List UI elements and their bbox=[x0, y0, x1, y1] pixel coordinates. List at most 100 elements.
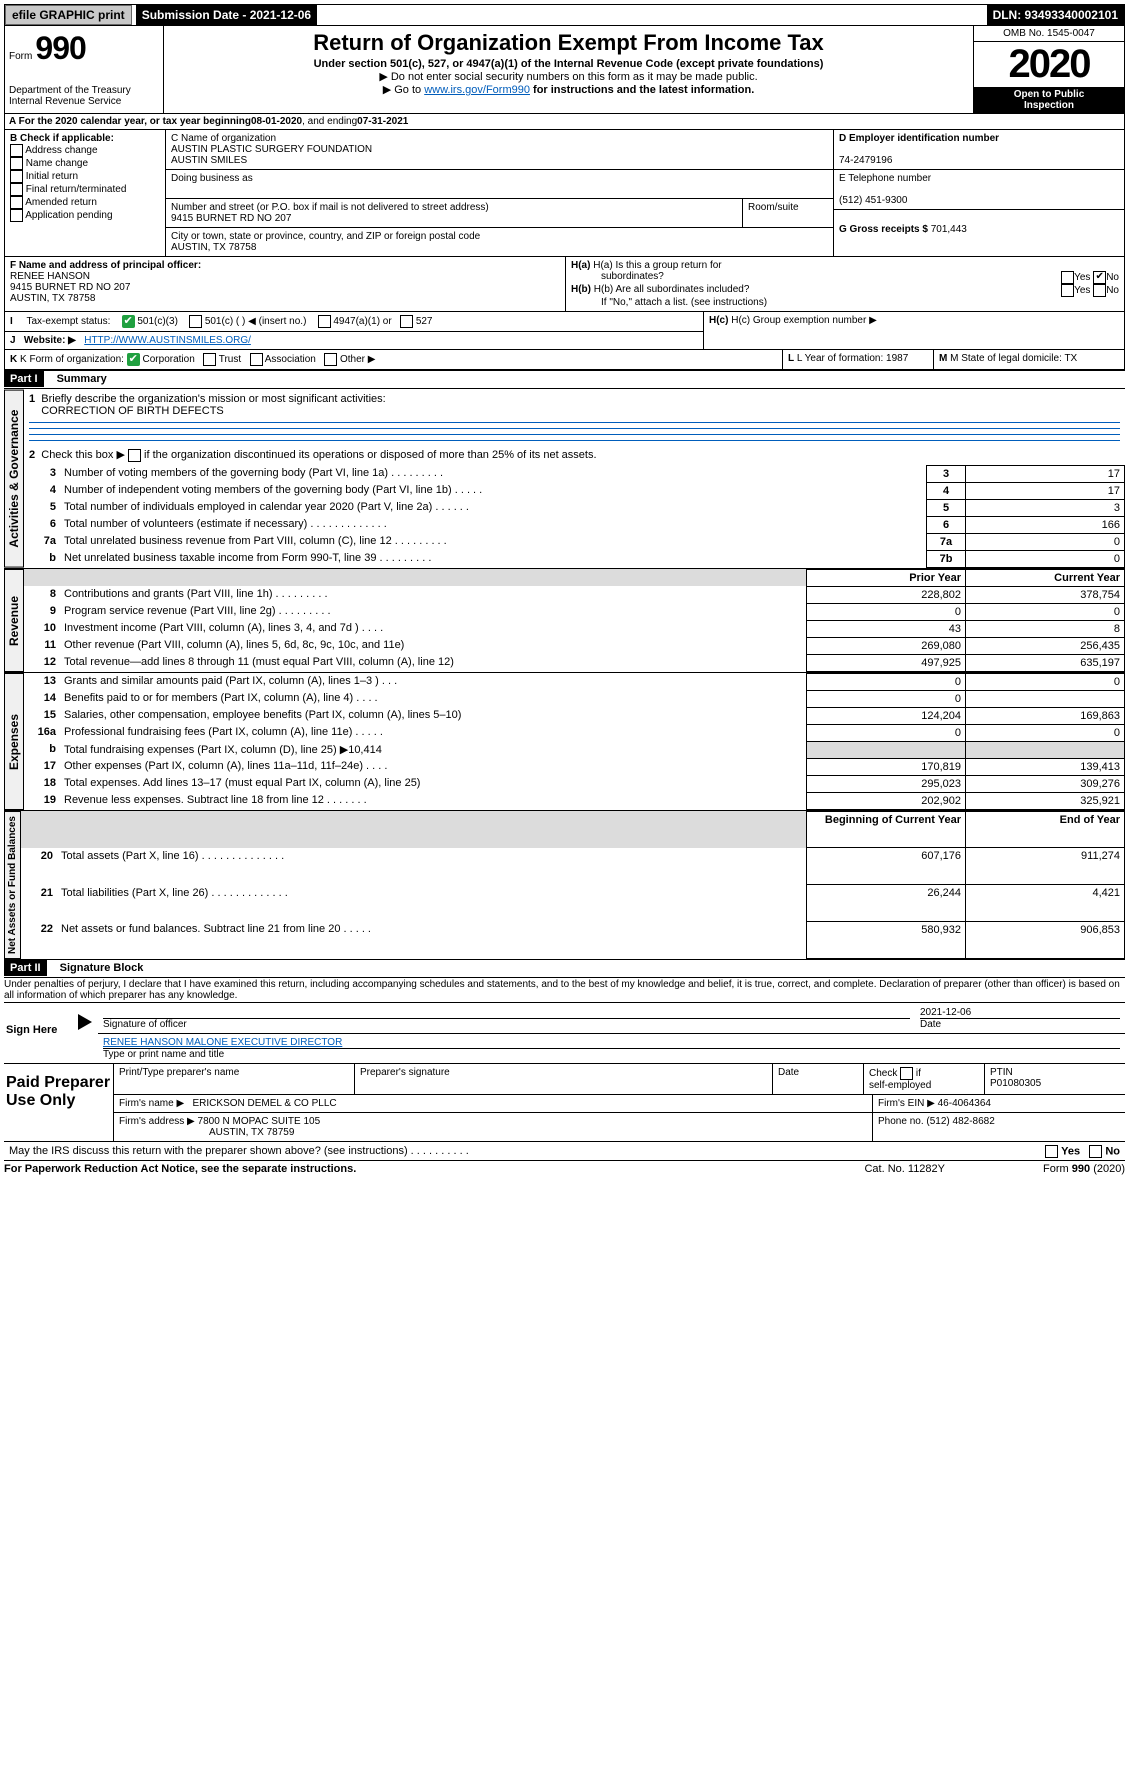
preparer-sig-lbl: Preparer's signature bbox=[355, 1064, 773, 1094]
checkbox-amended[interactable] bbox=[10, 196, 23, 209]
checkbox-final[interactable] bbox=[10, 183, 23, 196]
subtitle-1: Under section 501(c), 527, or 4947(a)(1)… bbox=[170, 58, 967, 70]
addr-lbl: Number and street (or P.O. box if mail i… bbox=[171, 202, 489, 213]
tax-year: 2020 bbox=[974, 42, 1124, 87]
firm-addr2: AUSTIN, TX 78759 bbox=[119, 1127, 294, 1138]
sign-here-lbl: Sign Here bbox=[4, 1004, 78, 1063]
501c-check[interactable] bbox=[189, 315, 202, 328]
signer-name[interactable]: RENEE HANSON MALONE EXECUTIVE DIRECTOR bbox=[103, 1037, 342, 1048]
part-i-title: Summary bbox=[47, 373, 107, 385]
vlabel-na: Net Assets or Fund Balances bbox=[4, 811, 21, 959]
firm-addr1: 7800 N MOPAC SUITE 105 bbox=[198, 1116, 321, 1127]
omb: OMB No. 1545-0047 bbox=[974, 26, 1124, 42]
sig-officer-lbl: Signature of officer bbox=[103, 1018, 910, 1030]
city-st-zip: AUSTIN, TX 78758 bbox=[171, 242, 256, 253]
discontinued-check[interactable] bbox=[128, 449, 141, 462]
cat-no: Cat. No. 11282Y bbox=[864, 1163, 945, 1175]
ha-no[interactable]: ✔ bbox=[1093, 271, 1106, 284]
firm-ein: 46-4064364 bbox=[938, 1098, 991, 1109]
form-title: Return of Organization Exempt From Incom… bbox=[170, 30, 967, 56]
perjury-decl: Under penalties of perjury, I declare th… bbox=[4, 979, 1125, 1001]
org-name-2: AUSTIN SMILES bbox=[171, 155, 247, 166]
pra-notice: For Paperwork Reduction Act Notice, see … bbox=[4, 1163, 864, 1175]
preparer-date-lbl: Date bbox=[773, 1064, 864, 1094]
paid-preparer: Paid Preparer Use Only Print/Type prepar… bbox=[4, 1064, 1125, 1142]
other-check[interactable] bbox=[324, 353, 337, 366]
sign-date: 2021-12-06 bbox=[920, 1007, 971, 1018]
year-formation: 1987 bbox=[886, 353, 908, 364]
state-domicile: TX bbox=[1064, 353, 1077, 364]
efile-btn[interactable]: efile GRAPHIC print bbox=[5, 5, 132, 25]
firm-phone: (512) 482-8682 bbox=[926, 1116, 994, 1127]
room-lbl: Room/suite bbox=[742, 199, 833, 227]
subtitle-3: ▶ Go to www.irs.gov/Form990 for instruct… bbox=[170, 83, 967, 96]
form-word: Form bbox=[9, 51, 32, 62]
box-d-lbl: D Employer identification number bbox=[839, 133, 999, 144]
discuss-line: May the IRS discuss this return with the… bbox=[4, 1142, 1125, 1161]
501c3-check: ✔ bbox=[122, 315, 135, 328]
gross-receipts: 701,443 bbox=[931, 224, 967, 235]
dba-lbl: Doing business as bbox=[171, 173, 253, 184]
4947-check[interactable] bbox=[318, 315, 331, 328]
instructions-link[interactable]: www.irs.gov/Form990 bbox=[424, 84, 530, 96]
corp-check: ✔ bbox=[127, 353, 140, 366]
form-header: Form 990 Department of the Treasury Inte… bbox=[4, 26, 1125, 114]
part-ii-label: Part II bbox=[4, 960, 47, 976]
checkbox-pending[interactable] bbox=[10, 209, 23, 222]
firm-name: ERICKSON DEMEL & CO PLLC bbox=[193, 1098, 337, 1109]
revenue-table: Prior YearCurrent Year8Contributions and… bbox=[24, 569, 1125, 672]
self-emp-check[interactable] bbox=[900, 1067, 913, 1080]
name-title-lbl: Type or print name and title bbox=[103, 1048, 1120, 1060]
irs: Internal Revenue Service bbox=[9, 96, 159, 107]
city-lbl: City or town, state or province, country… bbox=[171, 231, 480, 242]
discuss-yes[interactable] bbox=[1045, 1145, 1058, 1158]
ha-yes[interactable] bbox=[1061, 271, 1074, 284]
part-i-label: Part I bbox=[4, 371, 44, 387]
officer-addr1: 9415 BURNET RD NO 207 bbox=[10, 282, 130, 293]
part-ii-title: Signature Block bbox=[50, 962, 144, 974]
checkbox-name-change[interactable] bbox=[10, 157, 23, 170]
checkbox-initial[interactable] bbox=[10, 170, 23, 183]
ein: 74-2479196 bbox=[839, 155, 892, 166]
vlabel-rev: Revenue bbox=[4, 569, 24, 672]
officer-name: RENEE HANSON bbox=[10, 271, 90, 282]
line-i-j-block: I Tax-exempt status: ✔ 501(c)(3) 501(c) … bbox=[4, 312, 1125, 350]
assoc-check[interactable] bbox=[250, 353, 263, 366]
topbar: efile GRAPHIC print Submission Date - 20… bbox=[4, 4, 1125, 26]
netassets-table: Beginning of Current YearEnd of Year20To… bbox=[21, 811, 1125, 959]
preparer-name-lbl: Print/Type preparer's name bbox=[114, 1064, 355, 1094]
summary-block: Activities & Governance 1 Briefly descri… bbox=[4, 390, 1125, 568]
paid-preparer-hdr: Paid Preparer Use Only bbox=[4, 1064, 113, 1141]
website-link[interactable]: HTTP://WWW.AUSTINSMILES.ORG/ bbox=[84, 335, 251, 346]
officer-addr2: AUSTIN, TX 78758 bbox=[10, 293, 95, 304]
ptin: P01080305 bbox=[990, 1078, 1041, 1089]
box-e-lbl: E Telephone number bbox=[839, 173, 931, 184]
527-check[interactable] bbox=[400, 315, 413, 328]
officer-h-block: F Name and address of principal officer:… bbox=[4, 257, 1125, 312]
box-f-lbl: F Name and address of principal officer: bbox=[10, 260, 201, 271]
box-g-lbl: G Gross receipts $ bbox=[839, 224, 928, 235]
governance-table: 3Number of voting members of the governi… bbox=[24, 465, 1125, 568]
expense-table: 13Grants and similar amounts paid (Part … bbox=[24, 673, 1125, 810]
telephone: (512) 451-9300 bbox=[839, 195, 907, 206]
line-a: A For the 2020 calendar year, or tax yea… bbox=[4, 114, 1125, 130]
box-b-hdr: B Check if applicable: bbox=[10, 133, 114, 144]
dln: DLN: 93493340002101 bbox=[987, 5, 1124, 25]
form-990: 990 bbox=[35, 30, 85, 66]
hb-yes[interactable] bbox=[1061, 284, 1074, 297]
trust-check[interactable] bbox=[203, 353, 216, 366]
checkbox-addr-change[interactable] bbox=[10, 144, 23, 157]
street-addr: 9415 BURNET RD NO 207 bbox=[171, 213, 291, 224]
sign-arrow-icon bbox=[78, 1014, 92, 1030]
line-k-l-m: K K Form of organization: ✔ Corporation … bbox=[4, 350, 1125, 370]
identity-block: B Check if applicable: Address change Na… bbox=[4, 130, 1125, 257]
box-c-lbl: C Name of organization bbox=[171, 133, 276, 144]
vlabel-exp: Expenses bbox=[4, 673, 24, 810]
hb-no[interactable] bbox=[1093, 284, 1106, 297]
vlabel-ag: Activities & Governance bbox=[4, 390, 24, 568]
discuss-no[interactable] bbox=[1089, 1145, 1102, 1158]
subtitle-2: ▶ Do not enter social security numbers o… bbox=[170, 70, 967, 83]
dept: Department of the Treasury bbox=[9, 85, 159, 96]
footer: For Paperwork Reduction Act Notice, see … bbox=[4, 1161, 1125, 1177]
submission-date: Submission Date - 2021-12-06 bbox=[136, 5, 317, 25]
